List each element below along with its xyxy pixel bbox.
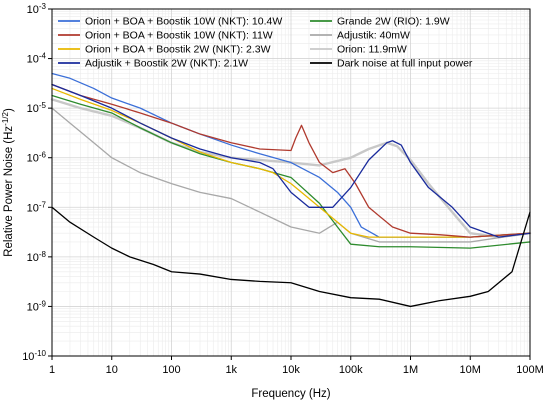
legend-entry: Adjustik: 40mW (337, 30, 410, 42)
y-axis-ticks: 10-3 10-4 10-5 10-6 10-7 10-8 10-9 10-10 (22, 2, 52, 364)
y-tick-label: 10-4 (27, 51, 47, 65)
x-tick-label: 10 (106, 364, 118, 376)
x-tick-label: 1 (49, 364, 55, 376)
x-tick-label: 100M (516, 364, 544, 376)
series-line (51, 206, 531, 308)
legend-entry: Orion: 11.9mW (337, 44, 407, 56)
y-axis-title-sup: -1/2 (1, 111, 10, 125)
x-axis-title: Frequency (Hz) (251, 388, 330, 400)
y-tick-label: 10-7 (27, 200, 47, 215)
y-axis-title-main: Relative Power Noise (Hz (3, 126, 15, 257)
y-tick-label: 10-6 (27, 150, 47, 165)
y-axis-title: Relative Power Noise (Hz-1/2) (1, 108, 16, 257)
legend-entry: Orion + BOA + Boostik 10W (NKT): 11W (85, 30, 273, 42)
y-tick-label: 10-8 (27, 249, 47, 264)
y-tick-label: 10-5 (27, 101, 47, 116)
legend-entry: Dark noise at full input power (337, 58, 473, 70)
x-tick-label: 100k (339, 364, 363, 376)
y-tick-label: 10-10 (22, 349, 46, 364)
y-tick-label: 10-3 (27, 2, 47, 17)
legend-entry: Grande 2W (RIO): 1.9W (337, 16, 450, 28)
series-line (51, 83, 531, 238)
legend-entry: Adjustik + Boostik 2W (NKT): 2.1W (85, 58, 248, 70)
legend-entry: Orion + BOA + Boostik 2W (NKT): 2.3W (85, 44, 271, 56)
x-axis-ticks: 1 10 100 1k 10k 100k 1M 10M 100M (49, 356, 544, 376)
series-line (51, 107, 531, 243)
x-tick-label: 1k (225, 364, 237, 376)
series-line (51, 94, 531, 249)
legend: Orion + BOA + Boostik 10W (NKT): 10.4W Or… (58, 16, 473, 70)
x-tick-label: 10k (282, 364, 300, 376)
x-tick-label: 100 (162, 364, 180, 376)
x-tick-label: 10M (460, 364, 481, 376)
y-tick-label: 10-9 (27, 299, 47, 314)
x-tick-label: 1M (403, 364, 418, 376)
legend-entry: Orion + BOA + Boostik 10W (NKT): 10.4W (85, 16, 282, 28)
y-axis-title-end: ) (3, 108, 15, 112)
series-line (51, 83, 531, 238)
series-group (50, 72, 532, 308)
